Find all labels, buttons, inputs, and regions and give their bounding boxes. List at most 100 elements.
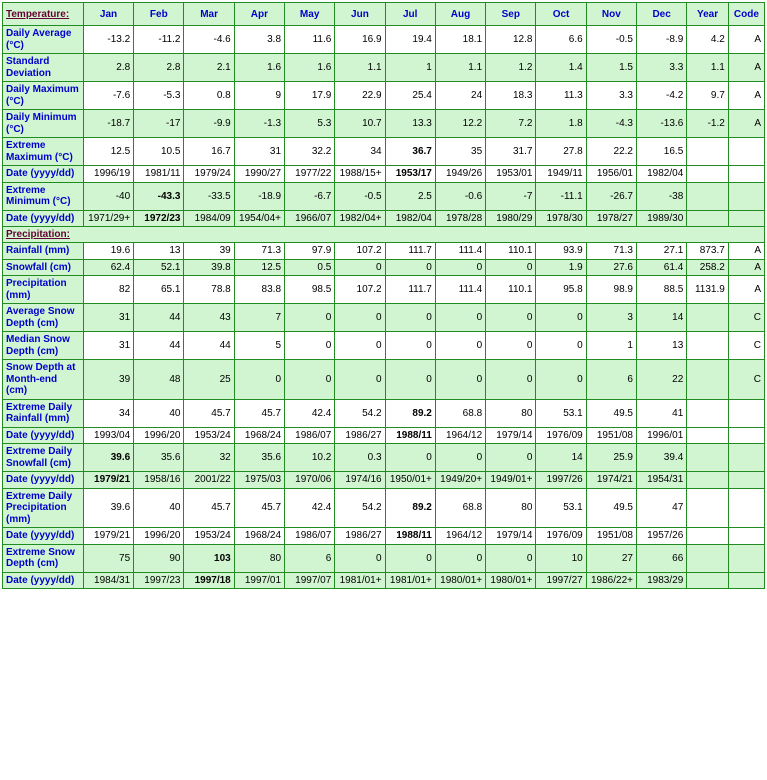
cell: 68.8 [435, 399, 485, 427]
cell: -26.7 [586, 182, 636, 210]
cell: 1.1 [687, 54, 729, 82]
cell: 32.2 [285, 138, 335, 166]
cell: 1.6 [234, 54, 284, 82]
cell: 1.6 [285, 54, 335, 82]
cell: 1951/08 [586, 427, 636, 444]
cell: 0 [285, 360, 335, 400]
cell: -4.3 [586, 110, 636, 138]
cell: 0 [335, 360, 385, 400]
cell: 0 [486, 259, 536, 276]
cell: 1.4 [536, 54, 586, 82]
cell: 90 [134, 544, 184, 572]
cell: 1954/04+ [234, 210, 284, 227]
row-label: Date (yyyy/dd) [3, 166, 84, 183]
cell: 0 [385, 332, 435, 360]
cell: 34 [335, 138, 385, 166]
cell: 0 [486, 444, 536, 472]
cell: 0 [385, 444, 435, 472]
cell: 75 [83, 544, 133, 572]
cell: 13.3 [385, 110, 435, 138]
cell: 82 [83, 276, 133, 304]
cell: -33.5 [184, 182, 234, 210]
cell: -11.2 [134, 26, 184, 54]
cell: -40 [83, 182, 133, 210]
cell: 6 [285, 544, 335, 572]
cell: 52.1 [134, 259, 184, 276]
cell: 0 [385, 304, 435, 332]
cell: 110.1 [486, 243, 536, 260]
cell: 32 [184, 444, 234, 472]
table-row: Date (yyyy/dd)1993/041996/201953/241968/… [3, 427, 765, 444]
table-row: Date (yyyy/dd)1979/211958/162001/221975/… [3, 472, 765, 489]
cell: 1972/23 [134, 210, 184, 227]
cell: 0 [385, 360, 435, 400]
cell: -18.7 [83, 110, 133, 138]
cell: 103 [184, 544, 234, 572]
cell: 1980/01+ [486, 572, 536, 589]
cell: 12.5 [234, 259, 284, 276]
cell: 1957/26 [636, 528, 686, 545]
cell: 47 [636, 488, 686, 528]
cell: 0.3 [335, 444, 385, 472]
cell: 0 [335, 544, 385, 572]
cell: 1975/03 [234, 472, 284, 489]
cell: 16.9 [335, 26, 385, 54]
cell: 31 [234, 138, 284, 166]
cell: 44 [134, 332, 184, 360]
cell: -4.6 [184, 26, 234, 54]
cell: 14 [636, 304, 686, 332]
cell: 25.4 [385, 82, 435, 110]
cell: 12.2 [435, 110, 485, 138]
section-header-precipitation: Precipitation: [3, 227, 765, 243]
cell: 61.4 [636, 259, 686, 276]
cell: 1968/24 [234, 528, 284, 545]
cell: 49.5 [586, 399, 636, 427]
cell: 1979/14 [486, 427, 536, 444]
col-oct: Oct [536, 3, 586, 26]
cell: 0 [285, 304, 335, 332]
cell: 2.8 [134, 54, 184, 82]
cell: 2001/22 [184, 472, 234, 489]
cell: 71.3 [586, 243, 636, 260]
table-row: Extreme Minimum (°C)-40-43.3-33.5-18.9-6… [3, 182, 765, 210]
cell: 53.1 [536, 488, 586, 528]
cell [728, 444, 764, 472]
cell: 1971/29+ [83, 210, 133, 227]
table-row: Date (yyyy/dd)1979/211996/201953/241968/… [3, 528, 765, 545]
table-row: Rainfall (mm)19.6133971.397.9107.2111.71… [3, 243, 765, 260]
cell: 0 [385, 259, 435, 276]
cell: -0.6 [435, 182, 485, 210]
col-dec: Dec [636, 3, 686, 26]
cell: 1978/27 [586, 210, 636, 227]
cell: 10.5 [134, 138, 184, 166]
header-row: Temperature: Jan Feb Mar Apr May Jun Jul… [3, 3, 765, 26]
cell: 1997/23 [134, 572, 184, 589]
cell: 1977/22 [285, 166, 335, 183]
cell: 0 [536, 304, 586, 332]
cell: 66 [636, 544, 686, 572]
cell: 35.6 [134, 444, 184, 472]
cell: 10 [536, 544, 586, 572]
cell: 1964/12 [435, 528, 485, 545]
cell: 1997/18 [184, 572, 234, 589]
cell: 39.6 [83, 488, 133, 528]
cell: 27.1 [636, 243, 686, 260]
cell [728, 399, 764, 427]
cell: -7 [486, 182, 536, 210]
cell: 40 [134, 399, 184, 427]
cell: -38 [636, 182, 686, 210]
cell: 1984/09 [184, 210, 234, 227]
cell: 78.8 [184, 276, 234, 304]
cell: A [728, 82, 764, 110]
cell [687, 427, 729, 444]
cell: 13 [134, 243, 184, 260]
cell: 98.5 [285, 276, 335, 304]
cell: 35.6 [234, 444, 284, 472]
cell: 6.6 [536, 26, 586, 54]
cell: 22 [636, 360, 686, 400]
col-may: May [285, 3, 335, 26]
col-feb: Feb [134, 3, 184, 26]
cell: 1980/01+ [435, 572, 485, 589]
cell: 1953/01 [486, 166, 536, 183]
cell: -8.9 [636, 26, 686, 54]
